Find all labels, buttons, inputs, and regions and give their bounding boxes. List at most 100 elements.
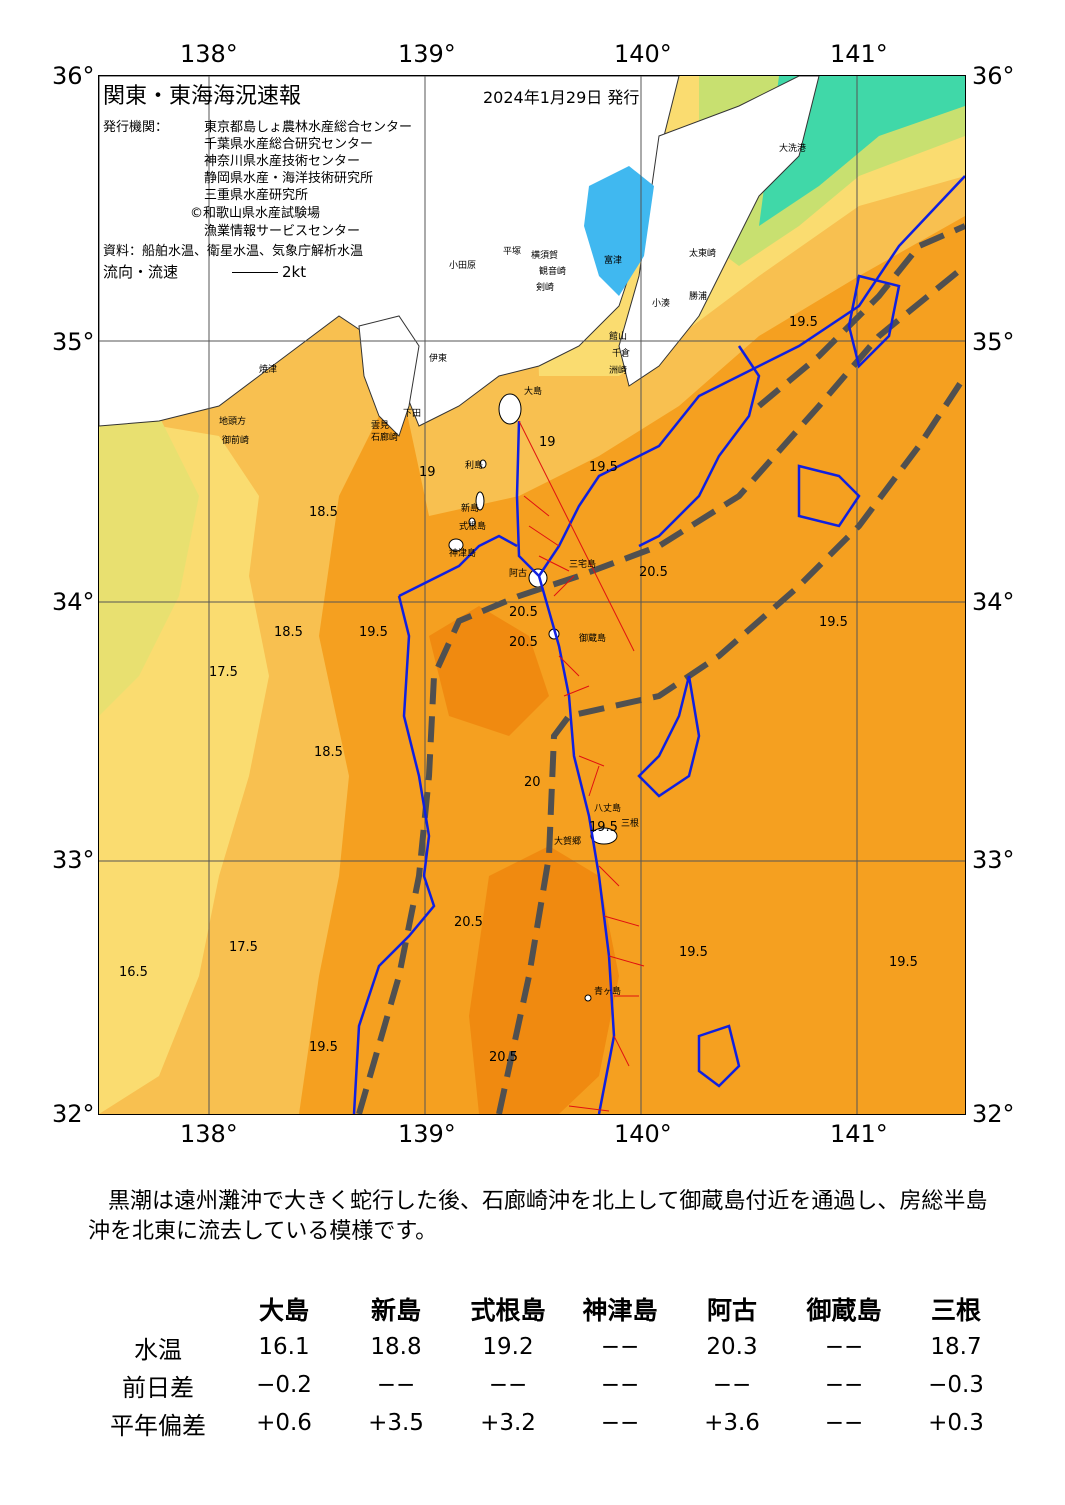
graticule [99,76,965,1114]
table-cell: −− [488,1372,528,1398]
place-label: 雲見 [371,420,389,431]
table-cell: +3.6 [704,1410,760,1436]
mean-path [356,223,965,1114]
place-label: 焼津 [259,364,277,375]
isotherm-labels: 19 19 18.5 17.5 16.5 18.5 19.5 20.5 20.5… [119,315,918,1065]
kuroshio-axis [352,175,965,1114]
table-cell: −− [712,1372,752,1398]
place-label: 勝浦 [689,290,707,302]
issuer-label: 発行機関： [103,120,169,135]
isotherm-label: 20.5 [509,605,538,620]
table-cell: −− [600,1410,640,1436]
lon-tick-140-bottom: 140° [614,1120,672,1148]
table-cell: 18.7 [930,1334,982,1360]
isotherm-label: 20.5 [509,635,538,650]
isotherm-label: 17.5 [229,940,258,955]
table-row: 前日差 −0.2 −− −− −− −− −− −0.3 [88,1366,1012,1404]
isotherm-label: 19.5 [359,625,388,640]
place-label: 小田原 [449,260,476,271]
table-cell: −− [824,1410,864,1436]
place-label: 館山 [609,330,627,342]
island-miyakejima [528,568,548,588]
row-label: 水温 [134,1335,182,1364]
lon-tick-139-bottom: 139° [398,1120,456,1148]
issuer-4: 静岡県水産・海洋技術研究所 [204,171,374,186]
lat-tick-36-left: 36° [52,62,95,90]
lat-tick-33-left: 33° [52,846,95,874]
warm-core-2 [429,606,549,736]
lat-tick-35-left: 35° [52,328,95,356]
place-label: 千倉 [612,347,630,359]
isotherm-label: 18.5 [274,625,303,640]
place-labels: 大洗港 太東崎 勝浦 小湊 洲崎 館山 千倉 富津 横須賀 観音崎 剣崎 平塚 … [219,142,806,997]
isotherm-label: 19.5 [589,820,618,835]
table-cell: 18.8 [370,1334,422,1360]
island-aogashima [584,994,592,1002]
north-coldest-belt [759,76,965,226]
flow-vectors [518,420,645,1112]
column-header: 三根 [930,1296,981,1325]
isotherm-label: 17.5 [209,665,238,680]
place-label: 小湊 [652,297,670,309]
place-label: 伊東 [429,352,447,364]
column-header: 阿古 [706,1296,757,1325]
table-cell: −− [376,1372,416,1398]
island-hachijojima [590,827,618,845]
lon-tick-138-top: 138° [180,40,238,68]
land-boso [618,76,820,387]
lon-tick-140-top: 140° [614,40,672,68]
place-label: 富津 [604,254,622,266]
isotherm-label: 19 [539,435,556,450]
island-oshima [498,393,522,425]
table-cell: 20.3 [706,1334,758,1360]
place-label: 大洗港 [779,142,806,154]
place-label: 三根 [621,817,639,829]
lon-tick-141-bottom: 141° [830,1120,888,1148]
map-svg: 19 19 18.5 17.5 16.5 18.5 19.5 20.5 20.5… [99,76,965,1114]
lon-tick-139-top: 139° [398,40,456,68]
isotherm-label: 19 [419,465,436,480]
lat-tick-34-left: 34° [52,588,95,616]
table-cell: 19.2 [482,1334,534,1360]
table-header-row: 大島 新島 式根島 神津島 阿古 御蔵島 三根 [88,1290,1012,1328]
table-cell: +0.3 [928,1410,984,1436]
lat-tick-33-right: 33° [972,846,1015,874]
summary-text: 黒潮は遠州灘沖で大きく蛇行した後、石廊崎沖を北上して御蔵島付近を通過し、房総半島… [88,1189,988,1244]
tokyo-bay [584,166,654,296]
isotherm-label: 20.5 [489,1050,518,1065]
place-label: 地頭方 [219,415,246,427]
island-toshima [479,459,487,469]
place-label: 洲崎 [609,364,627,376]
isotherm-label: 20.5 [454,915,483,930]
place-label: 御前崎 [222,434,249,446]
column-header: 新島 [370,1296,421,1325]
table-cell: +3.5 [368,1410,424,1436]
column-header: 式根島 [470,1296,546,1325]
column-header: 大島 [258,1296,309,1325]
coldest-water-west [99,406,199,716]
isotherm-label: 20.5 [639,565,668,580]
lat-tick-34-right: 34° [972,588,1015,616]
sea-temperature-map: 19 19 18.5 17.5 16.5 18.5 19.5 20.5 20.5… [98,75,966,1115]
lat-tick-35-right: 35° [972,328,1015,356]
table-cell: 16.1 [258,1334,310,1360]
column-header: 神津島 [582,1296,658,1325]
lon-tick-138-bottom: 138° [180,1120,238,1148]
lon-tick-141-top: 141° [830,40,888,68]
place-label: 三宅島 [569,558,596,570]
issuer-6: ©和歌山県水産試験場 [190,206,321,221]
place-label: 太東崎 [689,247,716,259]
isotherm-label: 19.5 [789,315,818,330]
table-row: 平年偏差 +0.6 +3.5 +3.2 −− +3.6 −− +0.3 [88,1404,1012,1442]
place-label: 横須賀 [531,249,558,261]
column-header: 御蔵島 [806,1296,882,1325]
place-label: 利島 [465,459,483,471]
lat-tick-32-left: 32° [52,1100,95,1128]
row-label: 平年偏差 [110,1411,206,1440]
isotherm-label: 18.5 [309,505,338,520]
issue-date: 2024年1月29日 発行 [483,88,640,107]
issuer-2: 千葉県水産総合研究センター [204,137,374,152]
flow-legend-label: 流向・流速 [103,263,179,281]
place-label: 観音崎 [539,265,566,277]
issuer-3: 神奈川県水産技術センター [204,154,361,169]
